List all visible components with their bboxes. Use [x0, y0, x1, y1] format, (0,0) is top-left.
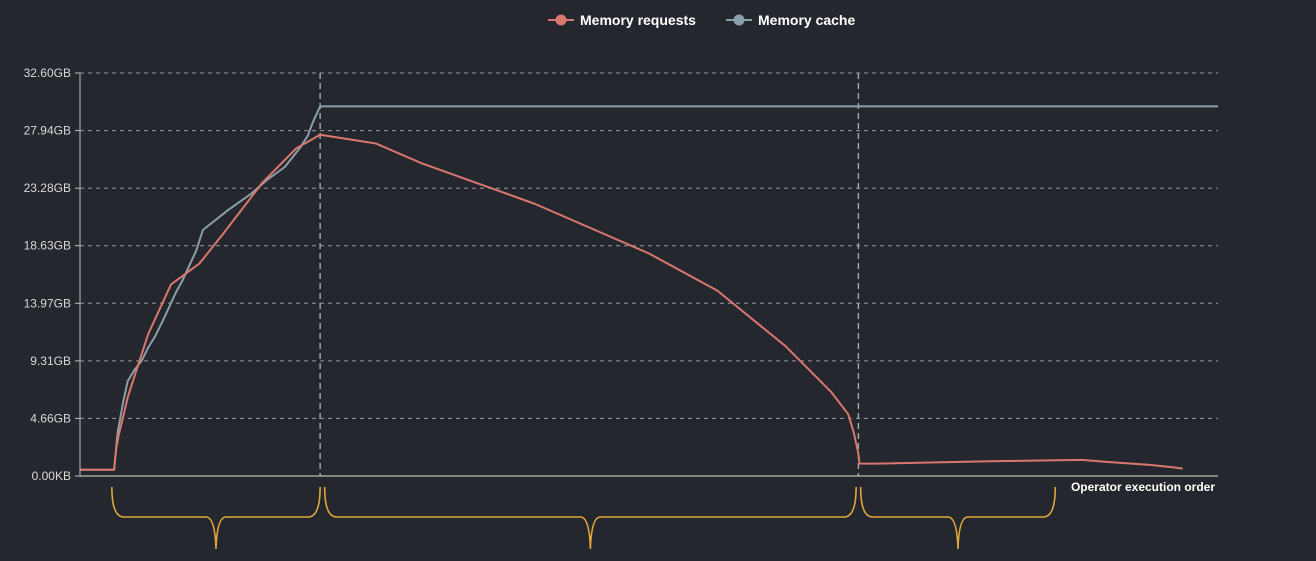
y-tick-label: 9.31GB — [30, 354, 71, 368]
legend-marker — [555, 14, 567, 26]
phase-bracket — [111, 486, 321, 550]
y-tick-label: 18.63GB — [24, 239, 71, 253]
y-tick-label: 32.60GB — [24, 66, 71, 80]
legend-marker — [733, 14, 745, 26]
vertical-markers — [319, 73, 860, 476]
legend-label: Memory cache — [758, 12, 855, 28]
y-tick-label: 0.00KB — [32, 469, 71, 483]
grid — [80, 72, 1218, 419]
memory-cache-line — [80, 105, 1218, 471]
y-tick-label: 13.97GB — [24, 296, 71, 310]
memory-requests-line — [80, 133, 1183, 471]
phase-bracket — [323, 486, 857, 550]
y-tick-label: 23.28GB — [24, 181, 71, 195]
phase-brackets — [111, 486, 1057, 550]
legend-label: Memory requests — [580, 12, 696, 28]
series-layer — [80, 105, 1218, 471]
y-tick-label: 4.66GB — [30, 411, 71, 425]
phase-bracket — [859, 486, 1057, 550]
x-axis-label: Operator execution order — [1071, 480, 1215, 494]
y-tick-label: 27.94GB — [24, 124, 71, 138]
axes: 0.00KB 4.66GB 9.31GB 13.97GB 18.63GB 23.28GB 2… — [24, 66, 1218, 483]
legend: Memory requests Memory cache — [548, 12, 855, 28]
